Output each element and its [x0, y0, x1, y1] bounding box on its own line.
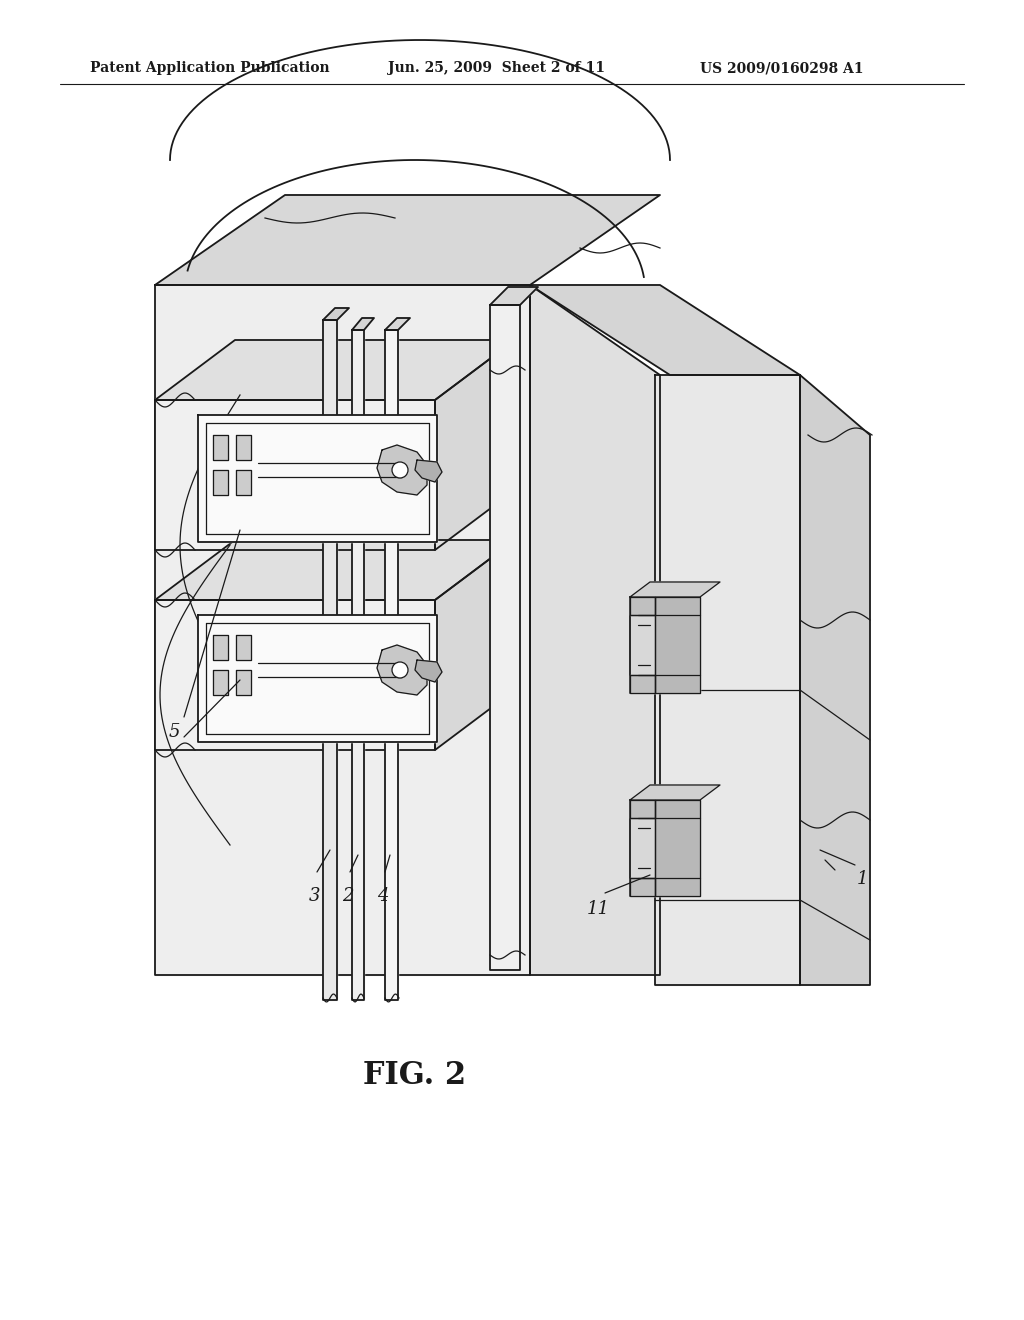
Polygon shape	[377, 445, 427, 495]
Polygon shape	[385, 330, 398, 1001]
Polygon shape	[155, 195, 660, 285]
Polygon shape	[155, 601, 435, 750]
Polygon shape	[630, 675, 655, 693]
Polygon shape	[352, 330, 364, 1001]
Polygon shape	[630, 597, 700, 693]
Text: 5: 5	[168, 723, 180, 741]
Polygon shape	[415, 660, 442, 682]
Text: 3: 3	[309, 887, 321, 906]
Polygon shape	[377, 645, 427, 696]
Polygon shape	[236, 470, 251, 495]
Text: Jun. 25, 2009  Sheet 2 of 11: Jun. 25, 2009 Sheet 2 of 11	[388, 61, 605, 75]
Polygon shape	[800, 375, 870, 985]
Polygon shape	[155, 540, 515, 601]
Polygon shape	[530, 285, 800, 375]
Polygon shape	[213, 635, 228, 660]
Polygon shape	[490, 286, 538, 305]
Text: 4: 4	[377, 887, 389, 906]
Polygon shape	[236, 436, 251, 459]
Polygon shape	[213, 436, 228, 459]
Polygon shape	[155, 400, 435, 550]
Polygon shape	[323, 319, 337, 1001]
Polygon shape	[352, 318, 374, 330]
Polygon shape	[630, 878, 655, 896]
Polygon shape	[530, 285, 660, 975]
Text: 11: 11	[587, 900, 609, 917]
Circle shape	[392, 663, 408, 678]
Polygon shape	[655, 800, 700, 896]
Polygon shape	[435, 540, 515, 750]
Polygon shape	[213, 671, 228, 696]
Polygon shape	[213, 470, 228, 495]
Polygon shape	[435, 341, 515, 550]
Polygon shape	[630, 597, 655, 615]
Polygon shape	[198, 414, 437, 543]
Text: Patent Application Publication: Patent Application Publication	[90, 61, 330, 75]
Polygon shape	[198, 615, 437, 742]
Text: FIG. 2: FIG. 2	[364, 1060, 467, 1092]
Polygon shape	[236, 671, 251, 696]
Polygon shape	[236, 635, 251, 660]
Text: 1: 1	[856, 870, 867, 888]
Polygon shape	[490, 305, 520, 970]
Polygon shape	[155, 341, 515, 400]
Text: 2: 2	[342, 887, 353, 906]
Polygon shape	[630, 800, 655, 818]
Polygon shape	[630, 800, 700, 896]
Polygon shape	[323, 308, 349, 319]
Circle shape	[392, 462, 408, 478]
Text: US 2009/0160298 A1: US 2009/0160298 A1	[700, 61, 863, 75]
Polygon shape	[385, 318, 410, 330]
Polygon shape	[415, 459, 442, 482]
Polygon shape	[655, 597, 700, 693]
Polygon shape	[630, 582, 720, 597]
Polygon shape	[630, 785, 720, 800]
Polygon shape	[155, 285, 530, 975]
Polygon shape	[655, 375, 800, 985]
